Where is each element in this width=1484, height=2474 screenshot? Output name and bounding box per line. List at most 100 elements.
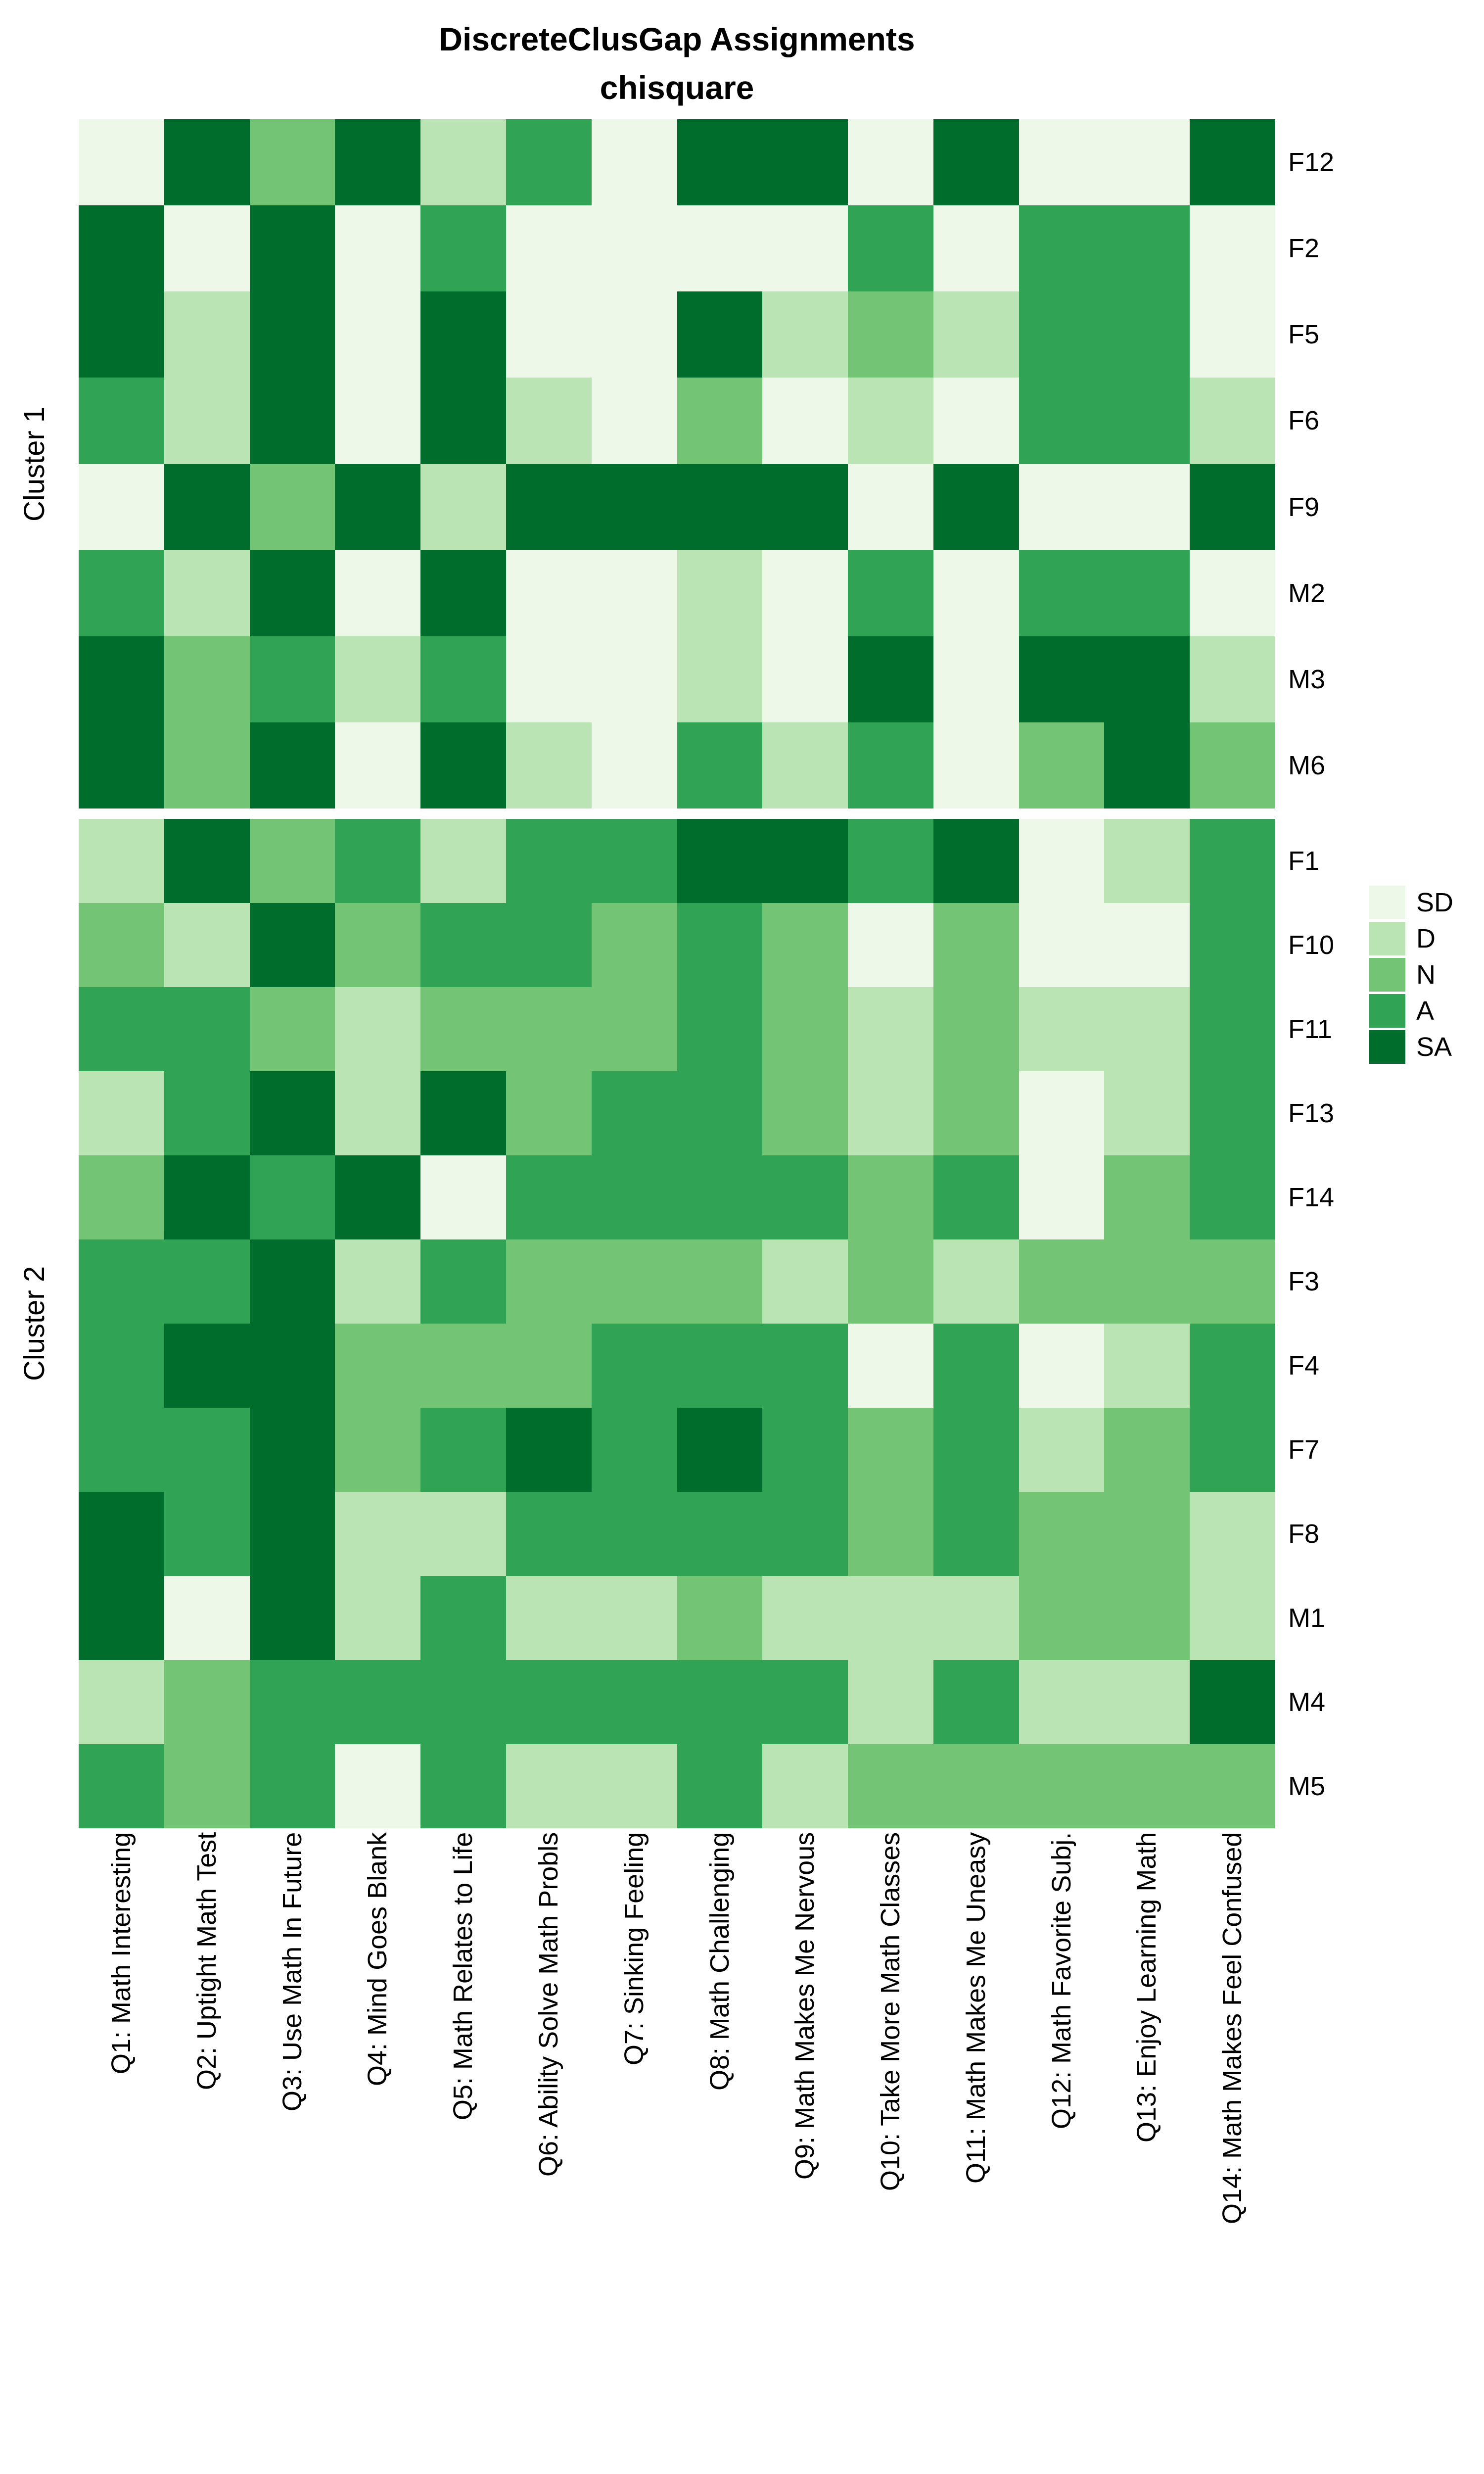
column-label-Q3: Q3: Use Math In Future (277, 1832, 307, 2112)
heatmap-cell-F7-Q10 (848, 1408, 933, 1492)
heatmap-cell-F4-Q13 (1104, 1324, 1190, 1408)
column-label-Q13: Q13: Enjoy Learning Math (1132, 1832, 1162, 2143)
heatmap-cell-F5-Q2 (164, 291, 250, 378)
heatmap-cell-F3-Q10 (848, 1239, 933, 1324)
heatmap-cell-M5-Q2 (164, 1744, 250, 1828)
heatmap-cell-M2-Q13 (1104, 550, 1190, 636)
heatmap-cell-F8-Q6 (506, 1492, 592, 1576)
heatmap-cell-M1-Q12 (1019, 1576, 1105, 1660)
heatmap-cell-F13-Q8 (677, 1071, 763, 1155)
heatmap-cell-F5-Q12 (1019, 291, 1105, 378)
heatmap-cell-F6-Q4 (335, 378, 421, 464)
heatmap-cell-F3-Q8 (677, 1239, 763, 1324)
heatmap-cell-F13-Q9 (762, 1071, 848, 1155)
heatmap-cell-F7-Q12 (1019, 1408, 1105, 1492)
heatmap-cell-M1-Q6 (506, 1576, 592, 1660)
heatmap-cell-F2-Q13 (1104, 205, 1190, 292)
heatmap-cell-M4-Q4 (335, 1660, 421, 1744)
heatmap-cell-F5-Q14 (1190, 291, 1275, 378)
heatmap-cell-F14-Q10 (848, 1155, 933, 1239)
heatmap-cell-F12-Q6 (506, 119, 592, 206)
heatmap-cell-F8-Q5 (420, 1492, 506, 1576)
heatmap-cell-M2-Q2 (164, 550, 250, 636)
heatmap-cell-F3-Q9 (762, 1239, 848, 1324)
heatmap-cell-F3-Q12 (1019, 1239, 1105, 1324)
legend-item-A: A (1369, 994, 1453, 1028)
heatmap-cell-F9-Q1 (79, 464, 164, 550)
heatmap-cell-F12-Q12 (1019, 119, 1105, 206)
heatmap-cell-M5-Q13 (1104, 1744, 1190, 1828)
heatmap-cell-F1-Q4 (335, 819, 421, 903)
heatmap-cell-F1-Q13 (1104, 819, 1190, 903)
heatmap-cell-F2-Q14 (1190, 205, 1275, 292)
heatmap-cell-M4-Q3 (249, 1660, 335, 1744)
heatmap-cell-F11-Q3 (249, 987, 335, 1071)
heatmap-cell-M6-Q5 (420, 722, 506, 809)
heatmap-cell-M3-Q7 (591, 636, 677, 722)
row-label-M6: M6 (1288, 750, 1326, 780)
row-label-M1: M1 (1288, 1603, 1326, 1633)
heatmap-cell-M3-Q9 (762, 636, 848, 722)
heatmap-cell-F9-Q12 (1019, 464, 1105, 550)
heatmap-cell-F2-Q8 (677, 205, 763, 292)
heatmap-cell-M4-Q7 (591, 1660, 677, 1744)
heatmap-cell-F2-Q12 (1019, 205, 1105, 292)
heatmap-cell-M2-Q3 (249, 550, 335, 636)
heatmap-cell-F6-Q14 (1190, 378, 1275, 464)
legend-label-D: D (1416, 924, 1436, 953)
heatmap-cell-F13-Q6 (506, 1071, 592, 1155)
heatmap-cell-F7-Q2 (164, 1408, 250, 1492)
column-label-Q10: Q10: Take More Math Classes (876, 1832, 906, 2191)
heatmap-cell-F5-Q4 (335, 291, 421, 378)
heatmap-cell-F5-Q6 (506, 291, 592, 378)
heatmap-cell-M3-Q3 (249, 636, 335, 722)
heatmap-cell-F1-Q14 (1190, 819, 1275, 903)
heatmap-cell-F11-Q9 (762, 987, 848, 1071)
heatmap-cell-M1-Q8 (677, 1576, 763, 1660)
heatmap-cell-M4-Q11 (933, 1660, 1019, 1744)
heatmap-cell-F8-Q4 (335, 1492, 421, 1576)
heatmap-cell-F5-Q3 (249, 291, 335, 378)
heatmap-cell-M4-Q10 (848, 1660, 933, 1744)
heatmap-cell-F13-Q4 (335, 1071, 421, 1155)
heatmap-cell-M6-Q4 (335, 722, 421, 809)
row-label-M2: M2 (1288, 578, 1326, 608)
heatmap-cell-M2-Q4 (335, 550, 421, 636)
legend-item-D: D (1369, 922, 1453, 955)
row-label-F6: F6 (1288, 406, 1320, 436)
heatmap-cell-F8-Q9 (762, 1492, 848, 1576)
heatmap-cell-F10-Q14 (1190, 903, 1275, 987)
heatmap-cell-F8-Q13 (1104, 1492, 1190, 1576)
heatmap-cell-F11-Q14 (1190, 987, 1275, 1071)
heatmap-cell-M3-Q2 (164, 636, 250, 722)
heatmap-cell-M5-Q3 (249, 1744, 335, 1828)
heatmap-cell-F4-Q12 (1019, 1324, 1105, 1408)
legend-label-A: A (1416, 996, 1435, 1026)
heatmap-cell-M5-Q11 (933, 1744, 1019, 1828)
heatmap-cell-F6-Q12 (1019, 378, 1105, 464)
heatmap-cell-F10-Q2 (164, 903, 250, 987)
heatmap-cell-F6-Q13 (1104, 378, 1190, 464)
heatmap-cell-F1-Q8 (677, 819, 763, 903)
heatmap-cell-F13-Q7 (591, 1071, 677, 1155)
heatmap-cell-F2-Q7 (591, 205, 677, 292)
heatmap-cell-F7-Q13 (1104, 1408, 1190, 1492)
heatmap-cell-F10-Q4 (335, 903, 421, 987)
heatmap-cell-F4-Q7 (591, 1324, 677, 1408)
heatmap-cell-F5-Q8 (677, 291, 763, 378)
row-label-F2: F2 (1288, 234, 1320, 264)
heatmap-cell-F4-Q4 (335, 1324, 421, 1408)
row-label-F12: F12 (1288, 147, 1335, 178)
heatmap-cell-F5-Q13 (1104, 291, 1190, 378)
heatmap-cell-F4-Q11 (933, 1324, 1019, 1408)
column-label-Q5: Q5: Math Relates to Life (448, 1832, 478, 2121)
heatmap-cell-F13-Q10 (848, 1071, 933, 1155)
heatmap-cell-F11-Q8 (677, 987, 763, 1071)
heatmap-cell-F13-Q14 (1190, 1071, 1275, 1155)
heatmap-cell-M4-Q2 (164, 1660, 250, 1744)
heatmap-cell-M4-Q12 (1019, 1660, 1105, 1744)
heatmap-cell-F9-Q2 (164, 464, 250, 550)
heatmap-cell-F11-Q12 (1019, 987, 1105, 1071)
heatmap-cell-F9-Q9 (762, 464, 848, 550)
heatmap-grid-cluster-2 (79, 819, 1275, 1828)
